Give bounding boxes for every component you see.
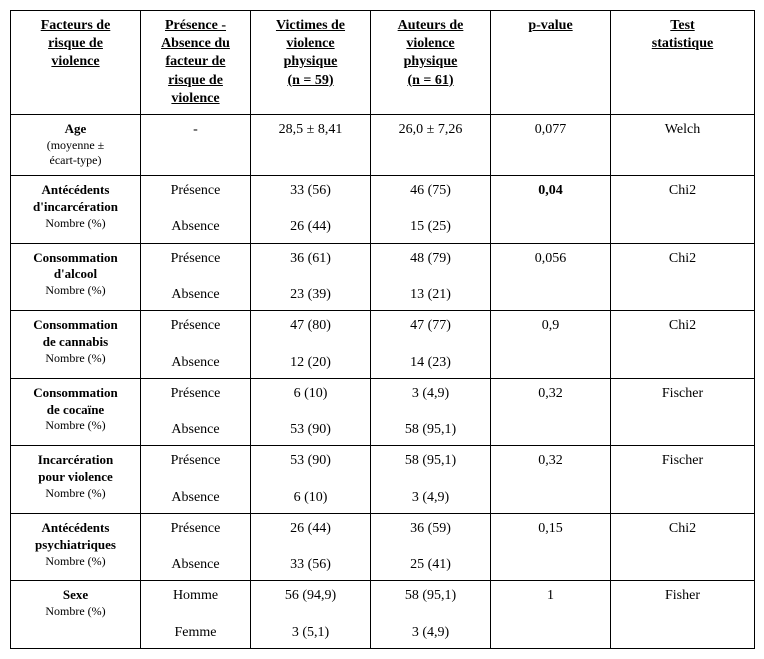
cell-test: Fisher [611,581,755,649]
cell-victimes: 33 (56)26 (44) [251,176,371,244]
cell-test: Fischer [611,446,755,514]
cell-presence-absence: PrésenceAbsence [141,243,251,311]
row-label: Consommationde cocaïneNombre (%) [11,378,141,446]
table-row: SexeNombre (%)HommeFemme56 (94,9)3 (5,1)… [11,581,755,649]
row-label: Age(moyenne ±écart-type) [11,114,141,175]
row-label: Antécédentsd'incarcérationNombre (%) [11,176,141,244]
cell-presence-absence: PrésenceAbsence [141,176,251,244]
cell-test: Welch [611,114,755,175]
cell-victimes: 47 (80)12 (20) [251,311,371,379]
cell-victimes: 56 (94,9)3 (5,1) [251,581,371,649]
cell-presence-absence: PrésenceAbsence [141,513,251,581]
table-row: Incarcérationpour violenceNombre (%)Prés… [11,446,755,514]
row-label: Incarcérationpour violenceNombre (%) [11,446,141,514]
cell-p-value: 0,15 [491,513,611,581]
cell-p-value: 0,056 [491,243,611,311]
cell-victimes: 26 (44)33 (56) [251,513,371,581]
cell-p-value: 1 [491,581,611,649]
cell-p-value: 0,9 [491,311,611,379]
table-row: Consommationde cannabisNombre (%)Présenc… [11,311,755,379]
table-body: Age(moyenne ±écart-type)-28,5 ± 8,4126,0… [11,114,755,648]
table-row: Antécédentsd'incarcérationNombre (%)Prés… [11,176,755,244]
table-row: Consommationd'alcoolNombre (%)PrésenceAb… [11,243,755,311]
cell-p-value: 0,04 [491,176,611,244]
table-row: AntécédentspsychiatriquesNombre (%)Prése… [11,513,755,581]
col-header-facteurs: Facteurs derisque deviolence [11,11,141,115]
cell-victimes: 6 (10)53 (90) [251,378,371,446]
col-header-presence-absence: Présence -Absence dufacteur derisque dev… [141,11,251,115]
cell-auteurs: 48 (79)13 (21) [371,243,491,311]
cell-p-value: 0,32 [491,446,611,514]
cell-auteurs: 26,0 ± 7,26 [371,114,491,175]
col-header-victimes: Victimes deviolencephysique(n = 59) [251,11,371,115]
cell-p-value: 0,077 [491,114,611,175]
cell-test: Chi2 [611,513,755,581]
col-header-p-value: p-value [491,11,611,115]
row-label: Consommationd'alcoolNombre (%) [11,243,141,311]
table-header: Facteurs derisque deviolence Présence -A… [11,11,755,115]
cell-auteurs: 3 (4,9)58 (95,1) [371,378,491,446]
row-label: SexeNombre (%) [11,581,141,649]
col-header-auteurs: Auteurs deviolencephysique(n = 61) [371,11,491,115]
risk-factors-table: Facteurs derisque deviolence Présence -A… [10,10,755,649]
row-label: AntécédentspsychiatriquesNombre (%) [11,513,141,581]
table-row: Age(moyenne ±écart-type)-28,5 ± 8,4126,0… [11,114,755,175]
col-header-test: Teststatistique [611,11,755,115]
cell-test: Chi2 [611,311,755,379]
cell-victimes: 53 (90)6 (10) [251,446,371,514]
cell-presence-absence: - [141,114,251,175]
cell-test: Fischer [611,378,755,446]
cell-auteurs: 58 (95,1)3 (4,9) [371,446,491,514]
cell-presence-absence: PrésenceAbsence [141,378,251,446]
cell-auteurs: 58 (95,1)3 (4,9) [371,581,491,649]
cell-test: Chi2 [611,176,755,244]
cell-auteurs: 46 (75)15 (25) [371,176,491,244]
cell-p-value: 0,32 [491,378,611,446]
cell-presence-absence: PrésenceAbsence [141,446,251,514]
cell-test: Chi2 [611,243,755,311]
cell-auteurs: 47 (77)14 (23) [371,311,491,379]
table-row: Consommationde cocaïneNombre (%)Présence… [11,378,755,446]
cell-presence-absence: PrésenceAbsence [141,311,251,379]
cell-auteurs: 36 (59)25 (41) [371,513,491,581]
cell-presence-absence: HommeFemme [141,581,251,649]
row-label: Consommationde cannabisNombre (%) [11,311,141,379]
cell-victimes: 28,5 ± 8,41 [251,114,371,175]
cell-victimes: 36 (61)23 (39) [251,243,371,311]
